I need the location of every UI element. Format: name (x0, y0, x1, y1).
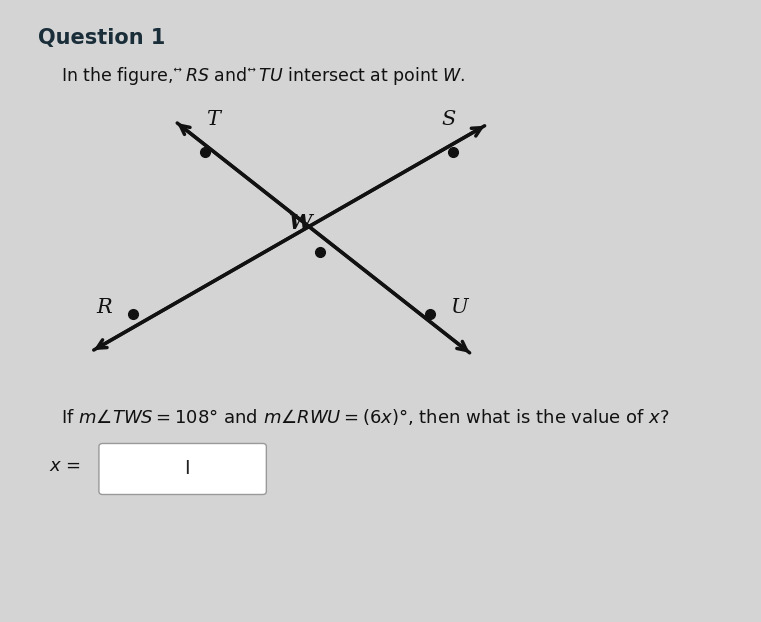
Text: T: T (206, 109, 220, 129)
Text: R: R (97, 299, 112, 317)
Text: W: W (289, 213, 312, 233)
Text: In the figure, $\overleftrightarrow{RS}$ and $\overleftrightarrow{TU}$ intersect: In the figure, $\overleftrightarrow{RS}$… (61, 65, 466, 87)
Text: S: S (442, 109, 456, 129)
Text: U: U (450, 299, 468, 317)
Text: If $m\angle TWS = 108°$ and $m\angle RWU = (6x)°$, then what is the value of $x$: If $m\angle TWS = 108°$ and $m\angle RWU… (61, 407, 670, 427)
Text: $x$ =: $x$ = (49, 457, 81, 475)
FancyBboxPatch shape (99, 443, 266, 494)
Text: I: I (183, 459, 189, 478)
Text: Question 1: Question 1 (38, 28, 165, 48)
